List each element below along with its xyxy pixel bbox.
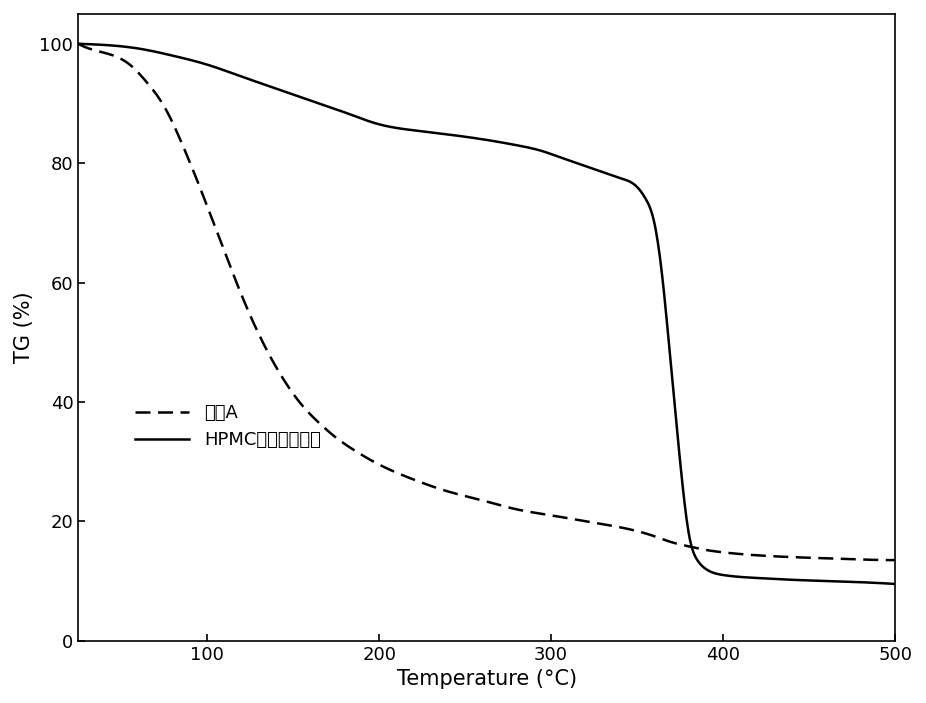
香精A — [515, 506, 526, 515]
Line: 香精A: 香精A — [78, 44, 895, 560]
香精A — [72, 39, 83, 48]
HPMC香味缓释薄片 — [72, 39, 83, 48]
HPMC香味缓释薄片 — [547, 150, 558, 159]
HPMC香味缓释薄片 — [776, 575, 787, 583]
Legend: 香精A, HPMC香味缓释薄片: 香精A, HPMC香味缓释薄片 — [128, 396, 328, 456]
香精A — [890, 556, 901, 565]
Line: HPMC香味缓释薄片: HPMC香味缓释薄片 — [78, 44, 895, 584]
香精A — [559, 513, 570, 522]
香精A — [743, 550, 754, 559]
HPMC香味缓释薄片 — [693, 557, 704, 565]
HPMC香味缓释薄片 — [569, 158, 580, 167]
香精A — [466, 494, 477, 502]
HPMC香味缓释薄片 — [890, 580, 901, 588]
X-axis label: Temperature (°C): Temperature (°C) — [396, 669, 577, 689]
Y-axis label: TG (%): TG (%) — [14, 292, 34, 363]
HPMC香味缓释薄片 — [593, 167, 604, 175]
香精A — [870, 555, 881, 564]
香精A — [460, 492, 471, 501]
HPMC香味缓释薄片 — [123, 43, 134, 51]
